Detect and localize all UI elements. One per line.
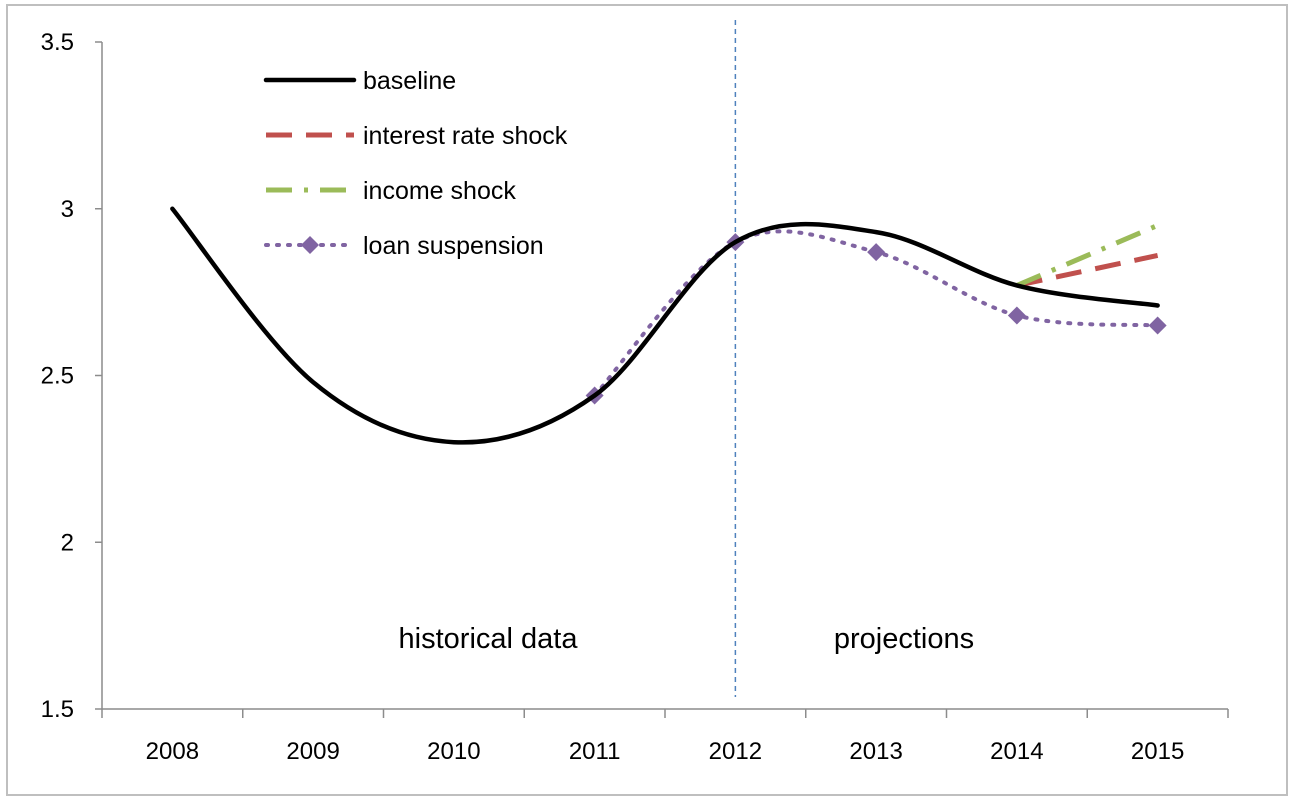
legend-marker-loan-suspension xyxy=(301,236,319,254)
axes: 1.5 2 2.5 3 3.5 2008 2009 2010 2011 2012 2013 2014 2… xyxy=(41,29,1229,765)
annotation-projections: projections xyxy=(834,623,974,655)
data-point-loan-suspension xyxy=(1148,316,1167,335)
x-tick-label: 2010 xyxy=(427,738,480,765)
series-line-interest-rate-shock xyxy=(1016,252,1159,288)
y-tick-label: 1.5 xyxy=(41,696,74,723)
x-tick-label: 2009 xyxy=(286,738,339,765)
legend-label-baseline: baseline xyxy=(363,67,456,95)
y-tick-label: 3.5 xyxy=(41,29,74,56)
y-tick-label: 2 xyxy=(61,529,74,556)
x-tick-label: 2012 xyxy=(709,738,762,765)
legend-label-loan-suspension: loan suspension xyxy=(363,232,544,260)
x-tick-label: 2014 xyxy=(990,738,1043,765)
y-tick-label: 2.5 xyxy=(41,363,74,390)
series-group xyxy=(170,206,1167,445)
series-line-baseline xyxy=(170,206,1160,445)
x-tick-label: 2015 xyxy=(1131,738,1184,765)
legend-label-income-shock: income shock xyxy=(363,177,516,205)
legend-label-interest-rate-shock: interest rate shock xyxy=(363,122,568,150)
y-tick-label: 3 xyxy=(61,196,74,223)
series-line-income-shock xyxy=(1015,223,1159,288)
x-tick-label: 2013 xyxy=(849,738,902,765)
x-tick-label: 2008 xyxy=(146,738,199,765)
chart-frame xyxy=(6,4,1288,796)
legend: baseline interest rate shock income shock l… xyxy=(263,67,568,260)
data-point-loan-suspension xyxy=(1007,306,1026,325)
x-tick-label: 2011 xyxy=(569,738,621,765)
data-point-loan-suspension xyxy=(867,243,886,262)
annotation-historical: historical data xyxy=(399,623,579,655)
